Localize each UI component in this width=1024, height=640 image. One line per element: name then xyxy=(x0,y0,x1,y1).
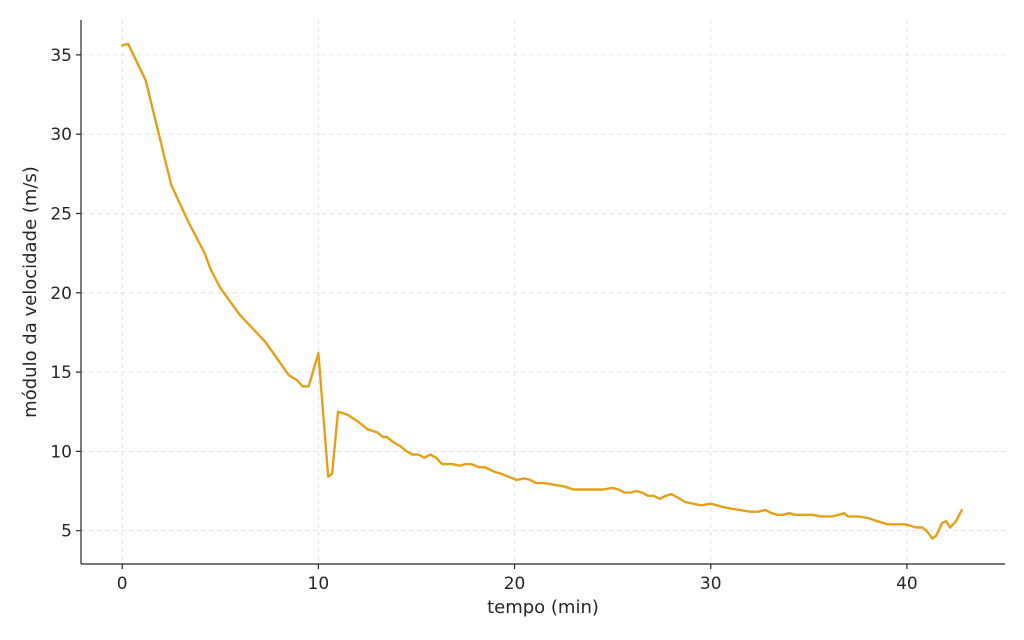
y-tick-label: 25 xyxy=(50,204,72,224)
x-tick-label: 30 xyxy=(700,574,722,594)
grid xyxy=(81,20,1005,564)
x-tick-label: 20 xyxy=(504,574,526,594)
ticks: 0 10 20 30 40 5 10 15 20 25 30 35 xyxy=(50,46,917,594)
series-layer xyxy=(120,42,963,540)
x-tick-label: 40 xyxy=(896,574,918,594)
y-tick-label: 15 xyxy=(50,363,72,383)
axes xyxy=(80,20,1005,565)
y-tick-label: 30 xyxy=(50,125,72,145)
y-tick-label: 5 xyxy=(61,522,72,542)
y-tick-label: 10 xyxy=(50,442,72,462)
y-tick-label: 35 xyxy=(50,46,72,66)
y-tick-label: 20 xyxy=(50,284,72,304)
x-tick-label: 0 xyxy=(117,574,128,594)
x-axis-label: tempo (min) xyxy=(487,597,599,618)
series-line xyxy=(120,42,963,540)
y-axis-label: módulo da velocidade (m/s) xyxy=(20,166,41,418)
x-tick-label: 10 xyxy=(308,574,330,594)
